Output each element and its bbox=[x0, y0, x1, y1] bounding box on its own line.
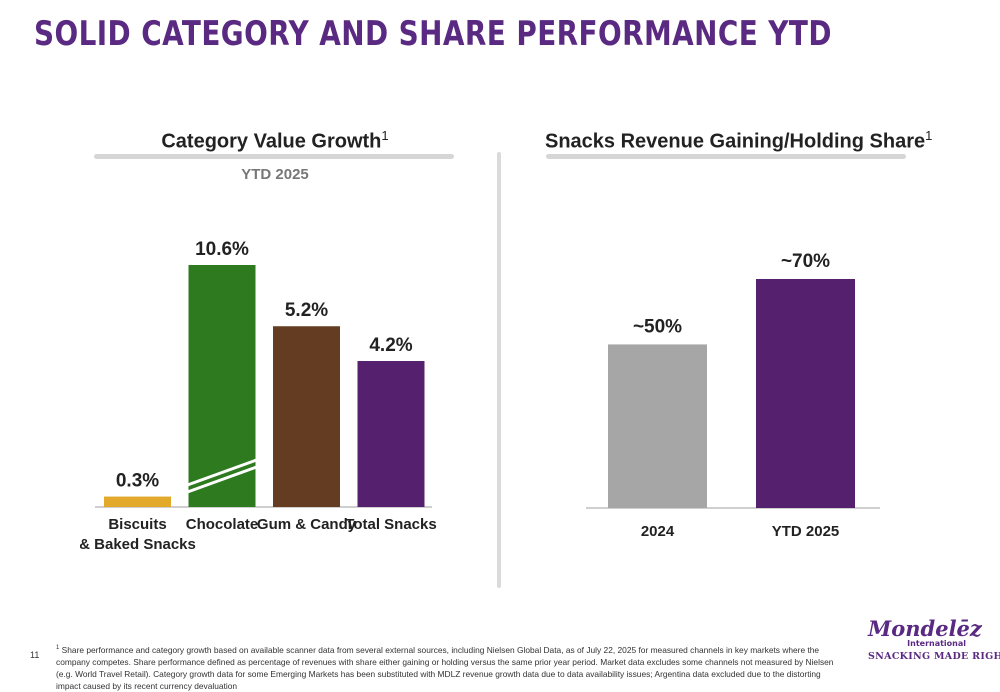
share-gain-chart: ~50% 2024 ~70% YTD 2025 bbox=[586, 251, 880, 540]
category-label-total-snacks: Total Snacks bbox=[345, 516, 436, 533]
panel-divider bbox=[497, 152, 501, 588]
category-label-2024: 2024 bbox=[641, 523, 675, 540]
logo-subtitle: International bbox=[907, 639, 966, 648]
data-label-total-snacks: 4.2% bbox=[369, 335, 412, 356]
data-label-ytd-2025: ~70% bbox=[781, 251, 830, 272]
footnote: 1 Share performance and category growth … bbox=[56, 642, 846, 692]
bar-ytd-2025 bbox=[756, 279, 855, 508]
data-label-gum-candy: 5.2% bbox=[285, 300, 328, 321]
data-label-chocolate: 10.6% bbox=[195, 239, 249, 260]
bar-gum-candy bbox=[273, 326, 340, 507]
bar-2024 bbox=[608, 344, 707, 508]
data-label-2024: ~50% bbox=[633, 316, 682, 337]
footnote-text: Share performance and category growth ba… bbox=[56, 644, 834, 691]
category-label-biscuits-baked-snacks-line2: & Baked Snacks bbox=[80, 536, 196, 553]
category-label-chocolate: Chocolate bbox=[186, 516, 259, 533]
company-logo: Mondelēz International SNACKING MADE RIG… bbox=[868, 616, 1000, 666]
page-number: 11 bbox=[30, 650, 40, 660]
category-label-ytd-2025: YTD 2025 bbox=[772, 523, 840, 540]
category-label-biscuits-baked-snacks: Biscuits bbox=[108, 516, 166, 533]
page-title: SOLID CATEGORY AND SHARE PERFORMANCE YTD bbox=[34, 14, 832, 54]
logo-name: Mondelēz bbox=[868, 616, 982, 641]
left-title-underline bbox=[94, 154, 454, 159]
right-chart-title-text: Snacks Revenue Gaining/Holding Share bbox=[545, 130, 926, 153]
category-label-gum-candy: Gum & Candy bbox=[257, 516, 357, 533]
axis-break-line-upper bbox=[186, 458, 258, 487]
bar-chocolate bbox=[188, 265, 256, 507]
axis-break-line-lower bbox=[186, 465, 258, 494]
left-chart-title-footnote-marker: 1 bbox=[381, 128, 389, 143]
bar-total-snacks bbox=[357, 361, 425, 507]
left-chart-subtitle: YTD 2025 bbox=[241, 166, 309, 183]
footnote-marker: 1 bbox=[56, 645, 60, 651]
right-chart-title: Snacks Revenue Gaining/Holding Share1 bbox=[545, 128, 932, 154]
data-label-biscuits-baked-snacks: 0.3% bbox=[116, 471, 159, 492]
right-title-underline bbox=[546, 154, 906, 159]
left-chart-title-text: Category Value Growth bbox=[161, 130, 382, 153]
bar-biscuits-baked-snacks bbox=[104, 496, 171, 507]
left-chart-title: Category Value Growth1 bbox=[100, 128, 450, 154]
right-chart-title-footnote-marker: 1 bbox=[925, 128, 933, 143]
category-growth-chart: 0.3% Biscuits & Baked Snacks 10.6% Chocolate… bbox=[80, 239, 437, 553]
logo-tagline: SNACKING MADE RIGHT bbox=[868, 651, 1000, 662]
